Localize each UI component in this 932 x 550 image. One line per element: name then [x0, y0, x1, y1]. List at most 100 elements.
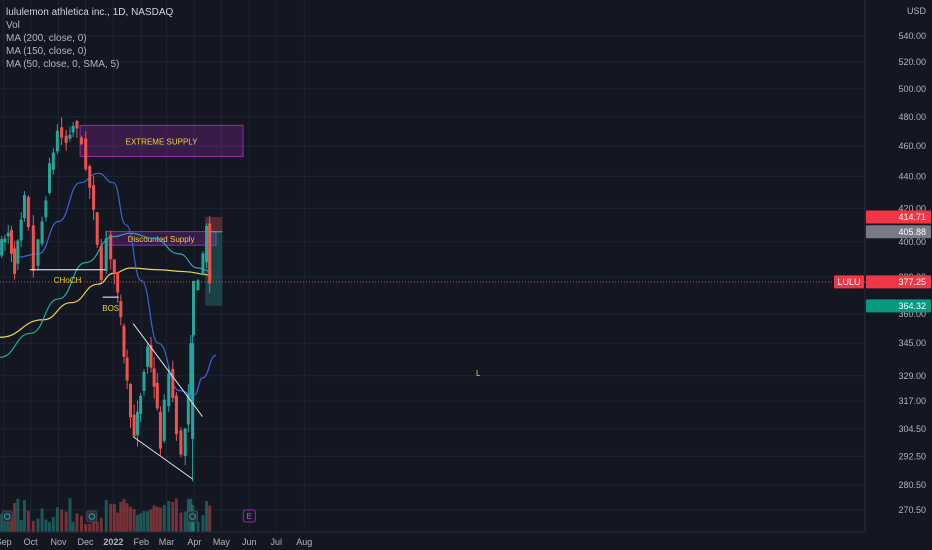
volume-bar [155, 506, 159, 532]
candle-body [26, 196, 30, 228]
candlesticks [0, 117, 212, 482]
symbol-title[interactable]: lululemon athletica inc., 1D, NASDAQ [6, 7, 174, 18]
volume-bar [0, 513, 4, 532]
price-tick-label: 280.50 [898, 480, 926, 490]
ticker-badge [834, 275, 864, 289]
candle-body [112, 259, 116, 274]
volume-bar [196, 521, 200, 532]
candle-body [60, 127, 64, 138]
volume-bars [0, 498, 212, 532]
volume-bar [51, 516, 55, 532]
dividend-event-marker [86, 510, 98, 523]
volume-bar [149, 509, 153, 532]
volume-bar [119, 501, 123, 532]
volume-bar [55, 507, 59, 532]
price-axis[interactable]: 540.00 520.00 500.00 480.00 460.00 440.00 420.… [864, 0, 932, 550]
price-tick-label: 345.00 [898, 338, 926, 348]
candle-body [119, 301, 123, 318]
volume-bar [84, 523, 88, 532]
candle-body [174, 395, 178, 435]
volume-bar [125, 503, 129, 532]
candle-body [192, 280, 195, 335]
target-price-tag-label: 364.32 [898, 301, 926, 311]
volume-bar [162, 505, 166, 532]
volume-bar [36, 518, 40, 532]
candle-body [139, 395, 143, 414]
wedge-upper-line [132, 323, 203, 417]
volume-bar [40, 508, 44, 532]
event-icon [88, 513, 96, 520]
candle-body [71, 125, 75, 133]
candle-body [146, 346, 150, 367]
volume-bar [139, 513, 143, 532]
event-markers[interactable]: E [1, 509, 256, 523]
price-tick-label: 440.00 [898, 171, 926, 181]
wedge-label: L [476, 369, 481, 378]
volume-bar [88, 523, 92, 532]
price-tags: 414.71 405.88 364.32 377.25 LULU [0, 210, 931, 313]
candle-body [6, 232, 10, 237]
ma150-indicator-label[interactable]: MA (150, close, 0) [6, 46, 87, 57]
candle-body [179, 430, 183, 455]
volume-bar [201, 515, 205, 532]
candle-body [205, 225, 209, 263]
volume-bar [60, 509, 64, 532]
time-axis-bg [0, 532, 932, 550]
entry-price-tag [866, 225, 931, 239]
time-tick-label: Dec [77, 537, 94, 547]
target-price-tag [866, 299, 931, 313]
ma50-indicator-label[interactable]: MA (50, close, 0, SMA, 5) [6, 59, 120, 70]
event-icon [3, 513, 11, 520]
candle-body [88, 166, 92, 188]
chart-legend: lululemon athletica inc., 1D, NASDAQ Vol… [6, 6, 173, 71]
price-tick-label: 460.00 [898, 141, 926, 151]
volume-bar [16, 498, 20, 532]
time-tick-label: Jul [271, 537, 283, 547]
volume-bar [95, 521, 99, 532]
candle-body [129, 384, 132, 418]
price-tick-label: 270.50 [898, 505, 926, 515]
price-tick-label: 400.00 [898, 237, 926, 247]
candle-body [158, 411, 162, 449]
candle-body [9, 230, 13, 254]
vol-indicator-label[interactable]: Vol [6, 20, 20, 31]
volume-bar [122, 498, 126, 532]
time-tick-label: 2022 [103, 537, 123, 547]
currency-label: USD [907, 6, 927, 16]
volume-bar [99, 517, 103, 532]
volume-bar [192, 514, 195, 532]
volume-bar [183, 511, 187, 532]
ticker-badge-label: LULU [837, 277, 860, 287]
volume-bar [152, 505, 156, 532]
choch-label: CHoCH [54, 276, 82, 285]
price-tick-label: 420.00 [898, 203, 926, 213]
candle-body [104, 238, 108, 271]
moving-averages [0, 172, 217, 396]
wedge-lower-line [132, 436, 193, 480]
volume-bar [116, 512, 120, 532]
candle-body [31, 225, 35, 271]
time-tick-label: Apr [187, 537, 201, 547]
supply-zones: EXTREME SUPPLY Discounted Supply [79, 124, 244, 246]
volume-bar [158, 507, 162, 532]
ma200-indicator-label[interactable]: MA (200, close, 0) [6, 33, 87, 44]
candle-body [171, 368, 175, 398]
price-tick-label: 292.50 [898, 451, 926, 461]
volume-bar [135, 514, 139, 532]
grid-lines [0, 0, 865, 532]
volume-bar [75, 513, 79, 532]
candle-body [40, 221, 44, 244]
time-axis[interactable]: Sep Oct Nov Dec 2022 Feb Mar Apr May Jun Jul Aug [0, 531, 932, 550]
volume-bar [6, 522, 10, 532]
volume-bar [9, 518, 13, 532]
candle-body [44, 200, 48, 218]
current-price-tag [866, 275, 931, 289]
volume-bar [146, 511, 150, 532]
time-tick-label: Sep [0, 537, 12, 547]
candle-body [99, 245, 103, 281]
volume-bar [19, 520, 23, 532]
ma200-line [0, 267, 212, 338]
time-tick-label: May [213, 537, 231, 547]
